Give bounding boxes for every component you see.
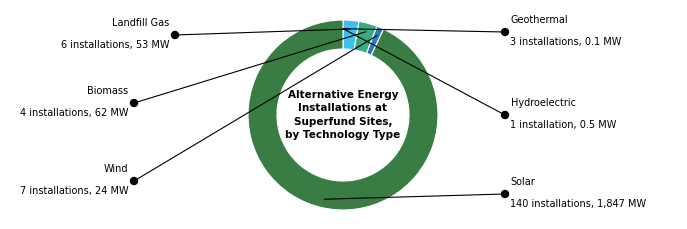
Text: Hydroelectric: Hydroelectric bbox=[510, 98, 576, 108]
Text: 7 installations, 24 MW: 7 installations, 24 MW bbox=[20, 186, 128, 196]
Text: Wind: Wind bbox=[104, 164, 128, 174]
Circle shape bbox=[172, 32, 179, 38]
Text: 4 installations, 62 MW: 4 installations, 62 MW bbox=[20, 108, 128, 118]
Wedge shape bbox=[354, 21, 377, 53]
Circle shape bbox=[131, 99, 137, 106]
Text: Alternative Energy
Installations at
Superfund Sites,
by Technology Type: Alternative Energy Installations at Supe… bbox=[285, 90, 401, 140]
Circle shape bbox=[131, 177, 137, 185]
Circle shape bbox=[502, 191, 508, 197]
Text: 6 installations, 53 MW: 6 installations, 53 MW bbox=[61, 40, 170, 50]
Text: 1 installation, 0.5 MW: 1 installation, 0.5 MW bbox=[510, 120, 617, 130]
Wedge shape bbox=[367, 26, 383, 55]
Wedge shape bbox=[248, 20, 438, 210]
Text: 140 installations, 1,847 MW: 140 installations, 1,847 MW bbox=[510, 199, 646, 209]
Text: Landfill Gas: Landfill Gas bbox=[112, 18, 170, 28]
Text: Solar: Solar bbox=[510, 177, 535, 187]
Text: Geothermal: Geothermal bbox=[510, 15, 568, 25]
Text: Biomass: Biomass bbox=[87, 86, 128, 96]
Circle shape bbox=[502, 28, 508, 35]
Text: 3 installations, 0.1 MW: 3 installations, 0.1 MW bbox=[510, 37, 622, 47]
Wedge shape bbox=[343, 20, 359, 50]
Circle shape bbox=[502, 112, 508, 118]
